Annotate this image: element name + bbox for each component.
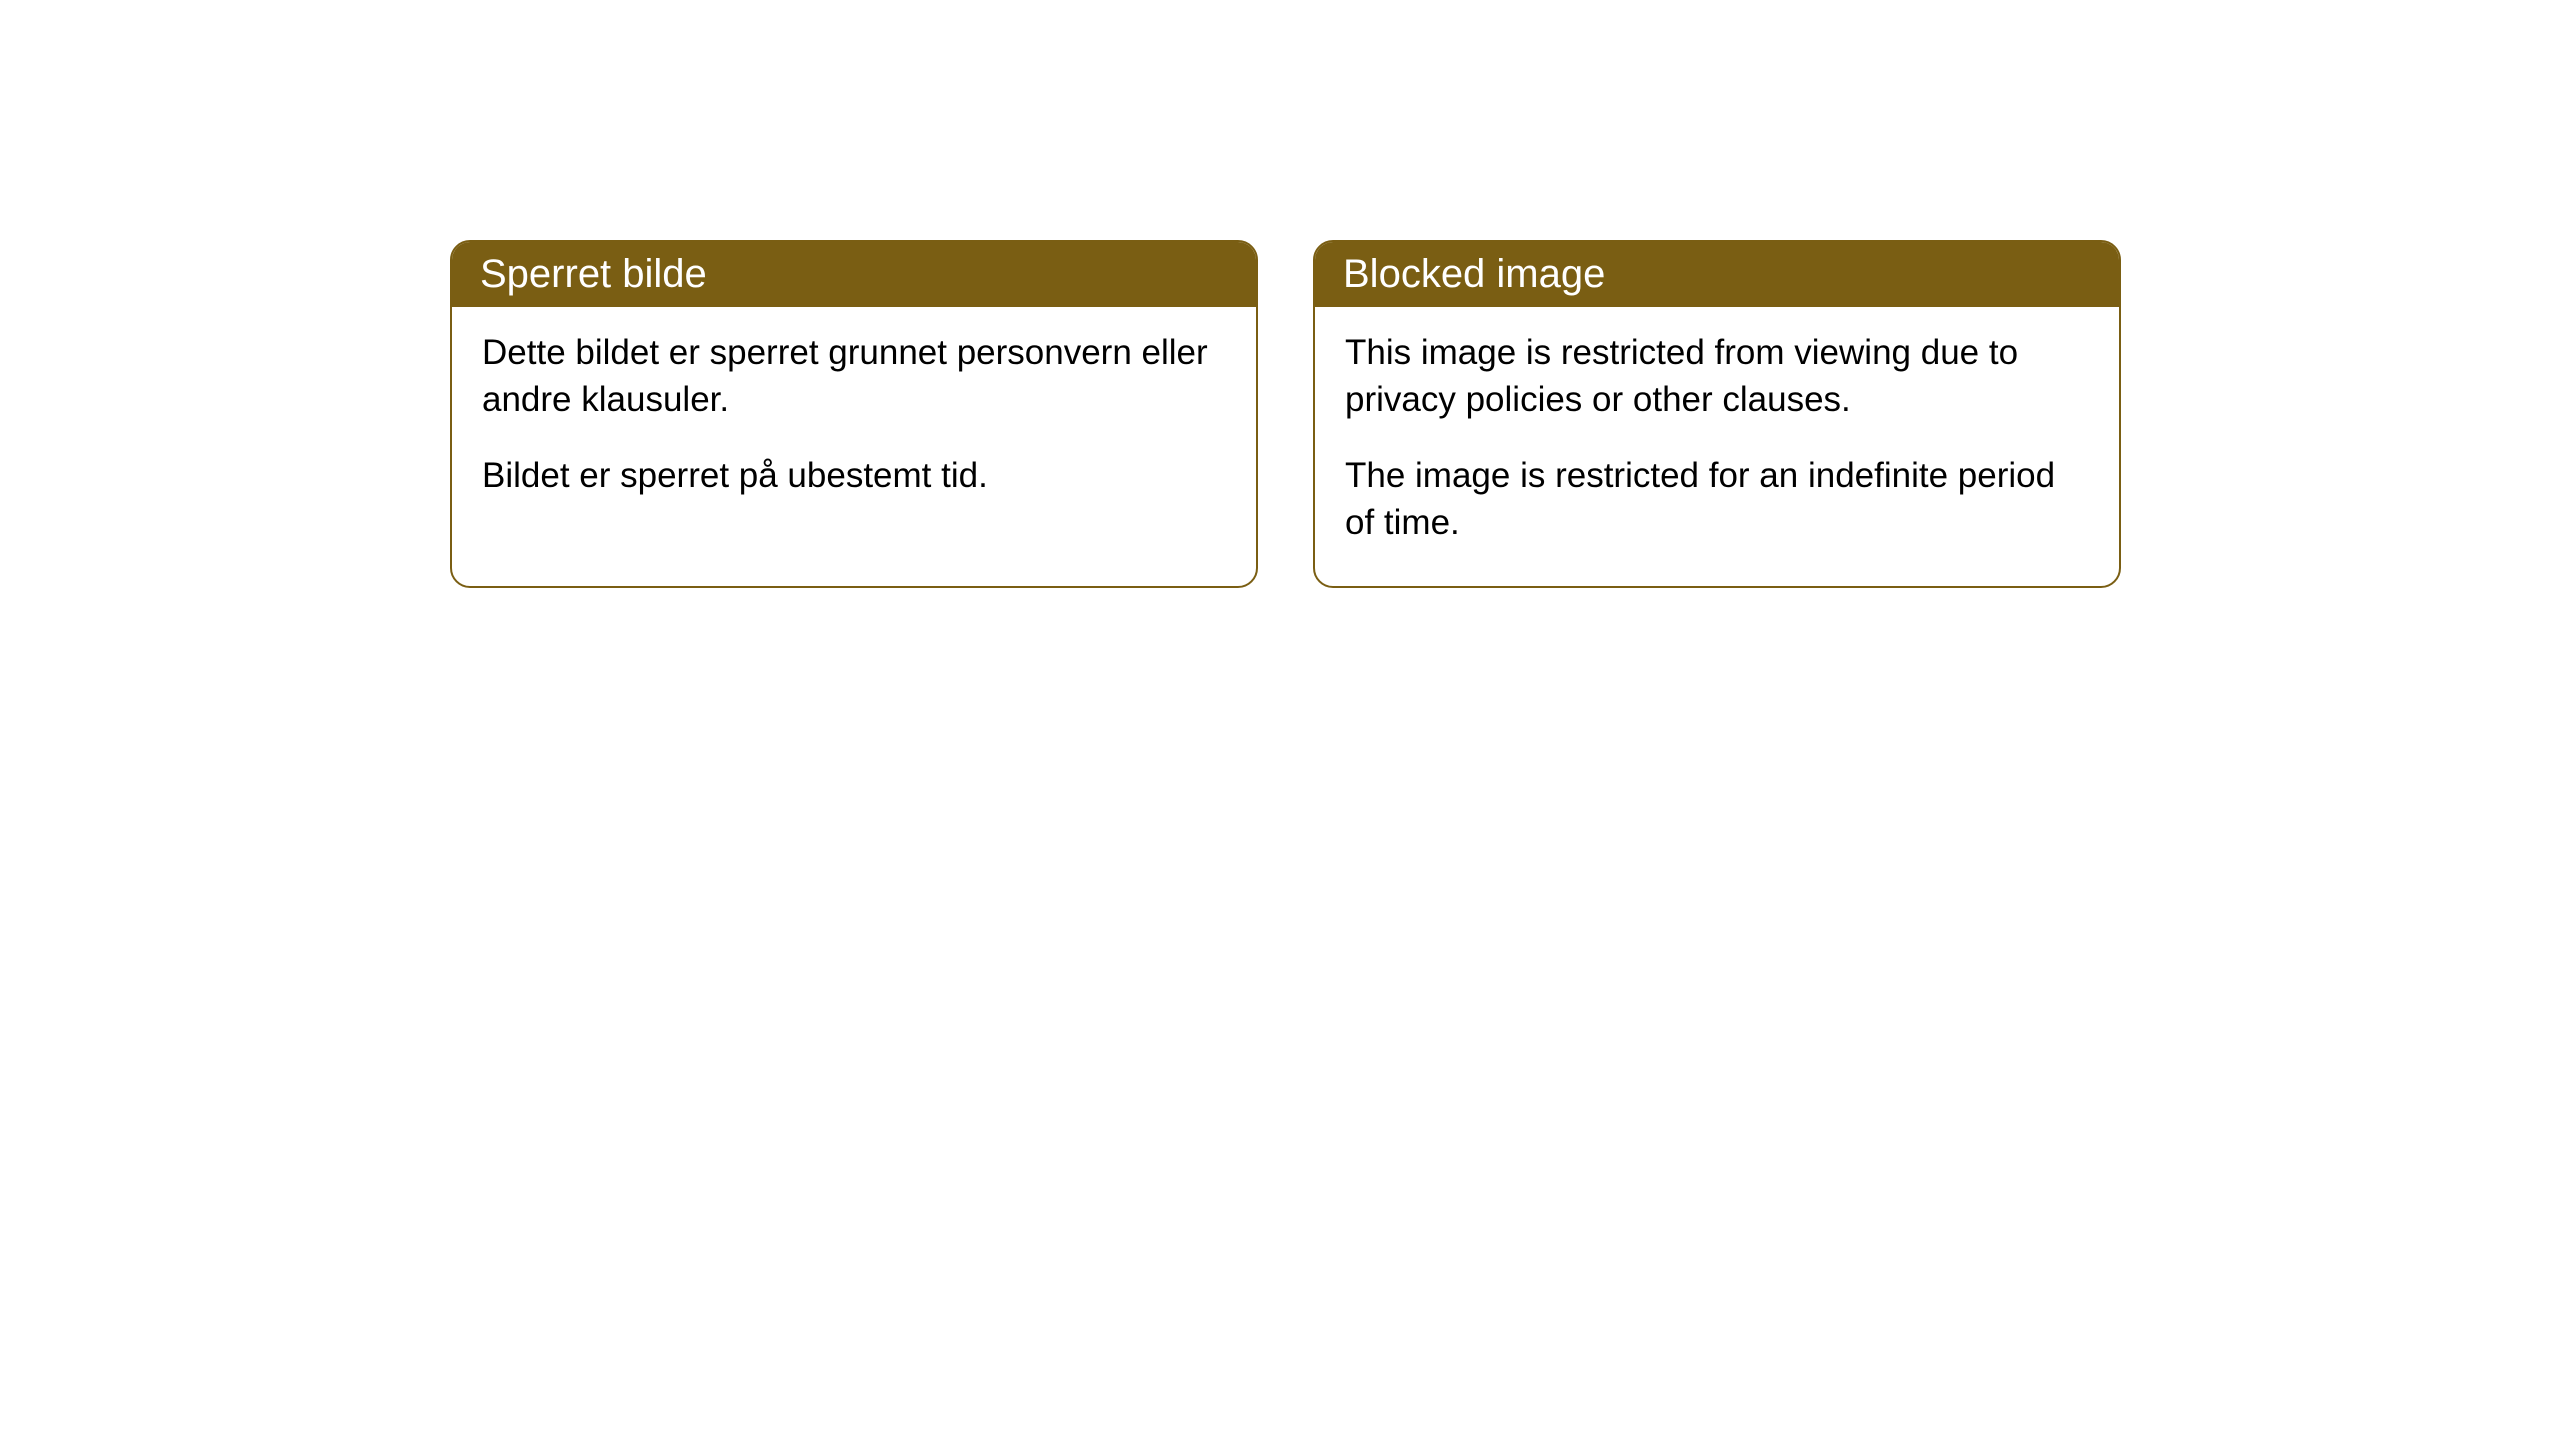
card-body-norwegian: Dette bildet er sperret grunnet personve…: [452, 307, 1256, 539]
card-title: Sperret bilde: [480, 252, 707, 296]
card-paragraph: The image is restricted for an indefinit…: [1345, 452, 2089, 547]
blocked-image-card-norwegian: Sperret bilde Dette bildet er sperret gr…: [450, 240, 1258, 588]
card-title: Blocked image: [1343, 252, 1605, 296]
card-paragraph: Dette bildet er sperret grunnet personve…: [482, 329, 1226, 424]
card-header-english: Blocked image: [1315, 242, 2119, 307]
blocked-image-card-english: Blocked image This image is restricted f…: [1313, 240, 2121, 588]
cards-container: Sperret bilde Dette bildet er sperret gr…: [450, 240, 2121, 588]
card-paragraph: Bildet er sperret på ubestemt tid.: [482, 452, 1226, 499]
card-paragraph: This image is restricted from viewing du…: [1345, 329, 2089, 424]
card-header-norwegian: Sperret bilde: [452, 242, 1256, 307]
card-body-english: This image is restricted from viewing du…: [1315, 307, 2119, 586]
